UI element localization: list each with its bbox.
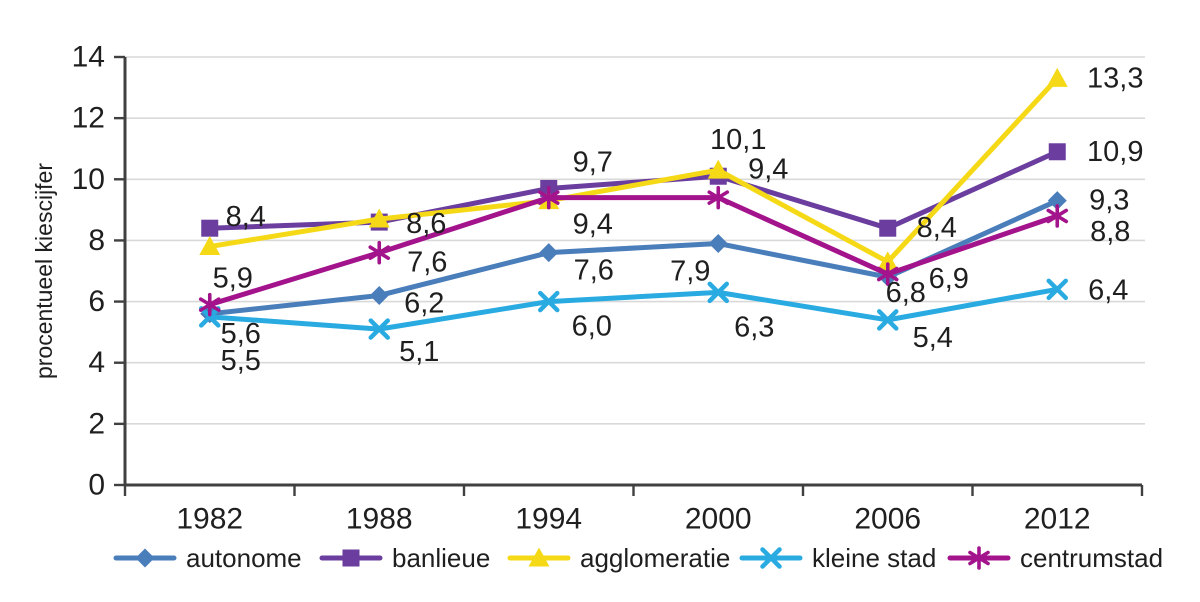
data-label-agglomeratie: 13,3 <box>1087 62 1143 94</box>
legend: autonome banlieue agglomeratie kleine stad c… <box>113 543 1163 573</box>
marker-autonome <box>539 243 559 263</box>
marker-kleine-stad <box>877 309 899 331</box>
series-line-agglomeratie <box>207 75 1060 265</box>
data-label-kleine-stad: 5,4 <box>913 322 953 354</box>
data-label-banlieue: 9,7 <box>573 146 613 178</box>
marker-agglomeratie <box>199 236 221 256</box>
data-label-autonome: 7,9 <box>670 255 710 287</box>
data-label-banlieue: 8,4 <box>226 201 266 233</box>
series-agglomeratie <box>199 67 1068 271</box>
x-tick-label: 1994 <box>515 503 582 536</box>
marker-kleine-stad <box>1046 278 1068 301</box>
legend-item-label: centrumstad <box>1020 543 1163 573</box>
legend-item-label: banlieue <box>392 543 490 573</box>
marker-centrumstad <box>368 240 391 265</box>
y-tick-label: 0 <box>88 469 105 502</box>
legend-item-label: agglomeratie <box>580 543 730 573</box>
data-label-autonome: 6,8 <box>886 277 926 309</box>
data-label-banlieue: 8,6 <box>406 208 446 240</box>
y-tick-label: 12 <box>72 102 105 135</box>
data-label-banlieue: 10,9 <box>1087 136 1143 168</box>
data-label-banlieue: 8,4 <box>917 212 957 244</box>
data-label-banlieue: 10,1 <box>710 124 766 156</box>
marker-centrumstad <box>876 262 899 286</box>
x-tick-label: 2000 <box>685 503 752 536</box>
legend-marker-banlieue <box>342 549 360 567</box>
data-label-centrumstad: 6,9 <box>929 263 969 295</box>
marker-centrumstad <box>707 185 730 210</box>
y-tick-label: 4 <box>88 346 105 379</box>
marker-autonome <box>1047 191 1067 211</box>
y-tick-label: 6 <box>88 285 105 318</box>
data-label-autonome: 7,6 <box>574 255 614 287</box>
x-tick-label: 2012 <box>1024 503 1091 536</box>
legend-marker-centrumstad <box>968 546 990 570</box>
data-label-kleine-stad: 5,5 <box>221 345 261 377</box>
y-tick-label: 2 <box>88 407 105 440</box>
y-axis-title: procentueel kiescijfer <box>31 163 57 379</box>
series-centrumstad <box>198 185 1069 317</box>
legend-marker-agglomeratie <box>528 547 550 567</box>
x-tick-label: 2006 <box>854 503 921 536</box>
marker-kleine-stad <box>199 306 221 328</box>
legend-item-centrumstad: centrumstad <box>947 543 1163 573</box>
marker-kleine-stad <box>707 281 729 304</box>
legend-item-label: kleine stad <box>812 543 936 573</box>
marker-banlieue <box>1048 143 1066 161</box>
marker-kleine-stad <box>538 290 560 313</box>
marker-agglomeratie <box>877 251 899 271</box>
marker-centrumstad <box>198 292 221 317</box>
x-tick-label: 1988 <box>346 503 413 536</box>
data-label-autonome: 9,3 <box>1089 185 1129 217</box>
marker-centrumstad <box>537 185 560 210</box>
legend-item-kleine-stad: kleine stad <box>739 543 936 573</box>
data-label-autonome: 5,6 <box>221 318 261 350</box>
marker-agglomeratie <box>368 208 390 228</box>
y-tick-label: 8 <box>88 224 105 257</box>
legend-marker-kleine-stad <box>760 547 782 569</box>
marker-kleine-stad <box>368 318 390 340</box>
data-label-kleine-stad: 6,3 <box>734 311 774 343</box>
data-label-kleine-stad: 6,0 <box>572 311 612 343</box>
data-label-centrumstad: 7,6 <box>407 247 447 279</box>
data-label-centrumstad: 9,4 <box>573 209 613 241</box>
data-label-autonome: 6,2 <box>404 287 444 319</box>
legend-item-banlieue: banlieue <box>319 543 490 573</box>
marker-banlieue <box>201 219 219 237</box>
y-tick-label: 10 <box>72 163 105 196</box>
data-label-kleine-stad: 5,1 <box>399 336 439 368</box>
x-tick-label: 1982 <box>176 503 243 536</box>
marker-centrumstad <box>1046 204 1069 228</box>
data-label-kleine-stad: 6,4 <box>1088 274 1128 306</box>
y-tick-label: 14 <box>72 41 105 74</box>
marker-autonome <box>369 285 389 305</box>
legend-marker-autonome <box>135 548 155 568</box>
legend-item-agglomeratie: agglomeratie <box>507 543 730 573</box>
data-label-centrumstad: 5,9 <box>213 263 253 295</box>
series-kleine-stad <box>199 278 1068 340</box>
data-label-centrumstad: 9,4 <box>748 154 788 186</box>
marker-agglomeratie <box>1046 67 1068 87</box>
marker-autonome <box>708 233 728 253</box>
legend-item-label: autonome <box>186 543 302 573</box>
series-line-centrumstad <box>207 195 1060 308</box>
data-label-centrumstad: 8,8 <box>1090 216 1130 248</box>
legend-item-autonome: autonome <box>113 543 302 573</box>
marker-banlieue <box>879 219 897 237</box>
marker-agglomeratie <box>707 159 729 179</box>
series-line-kleine-stad <box>207 286 1060 332</box>
